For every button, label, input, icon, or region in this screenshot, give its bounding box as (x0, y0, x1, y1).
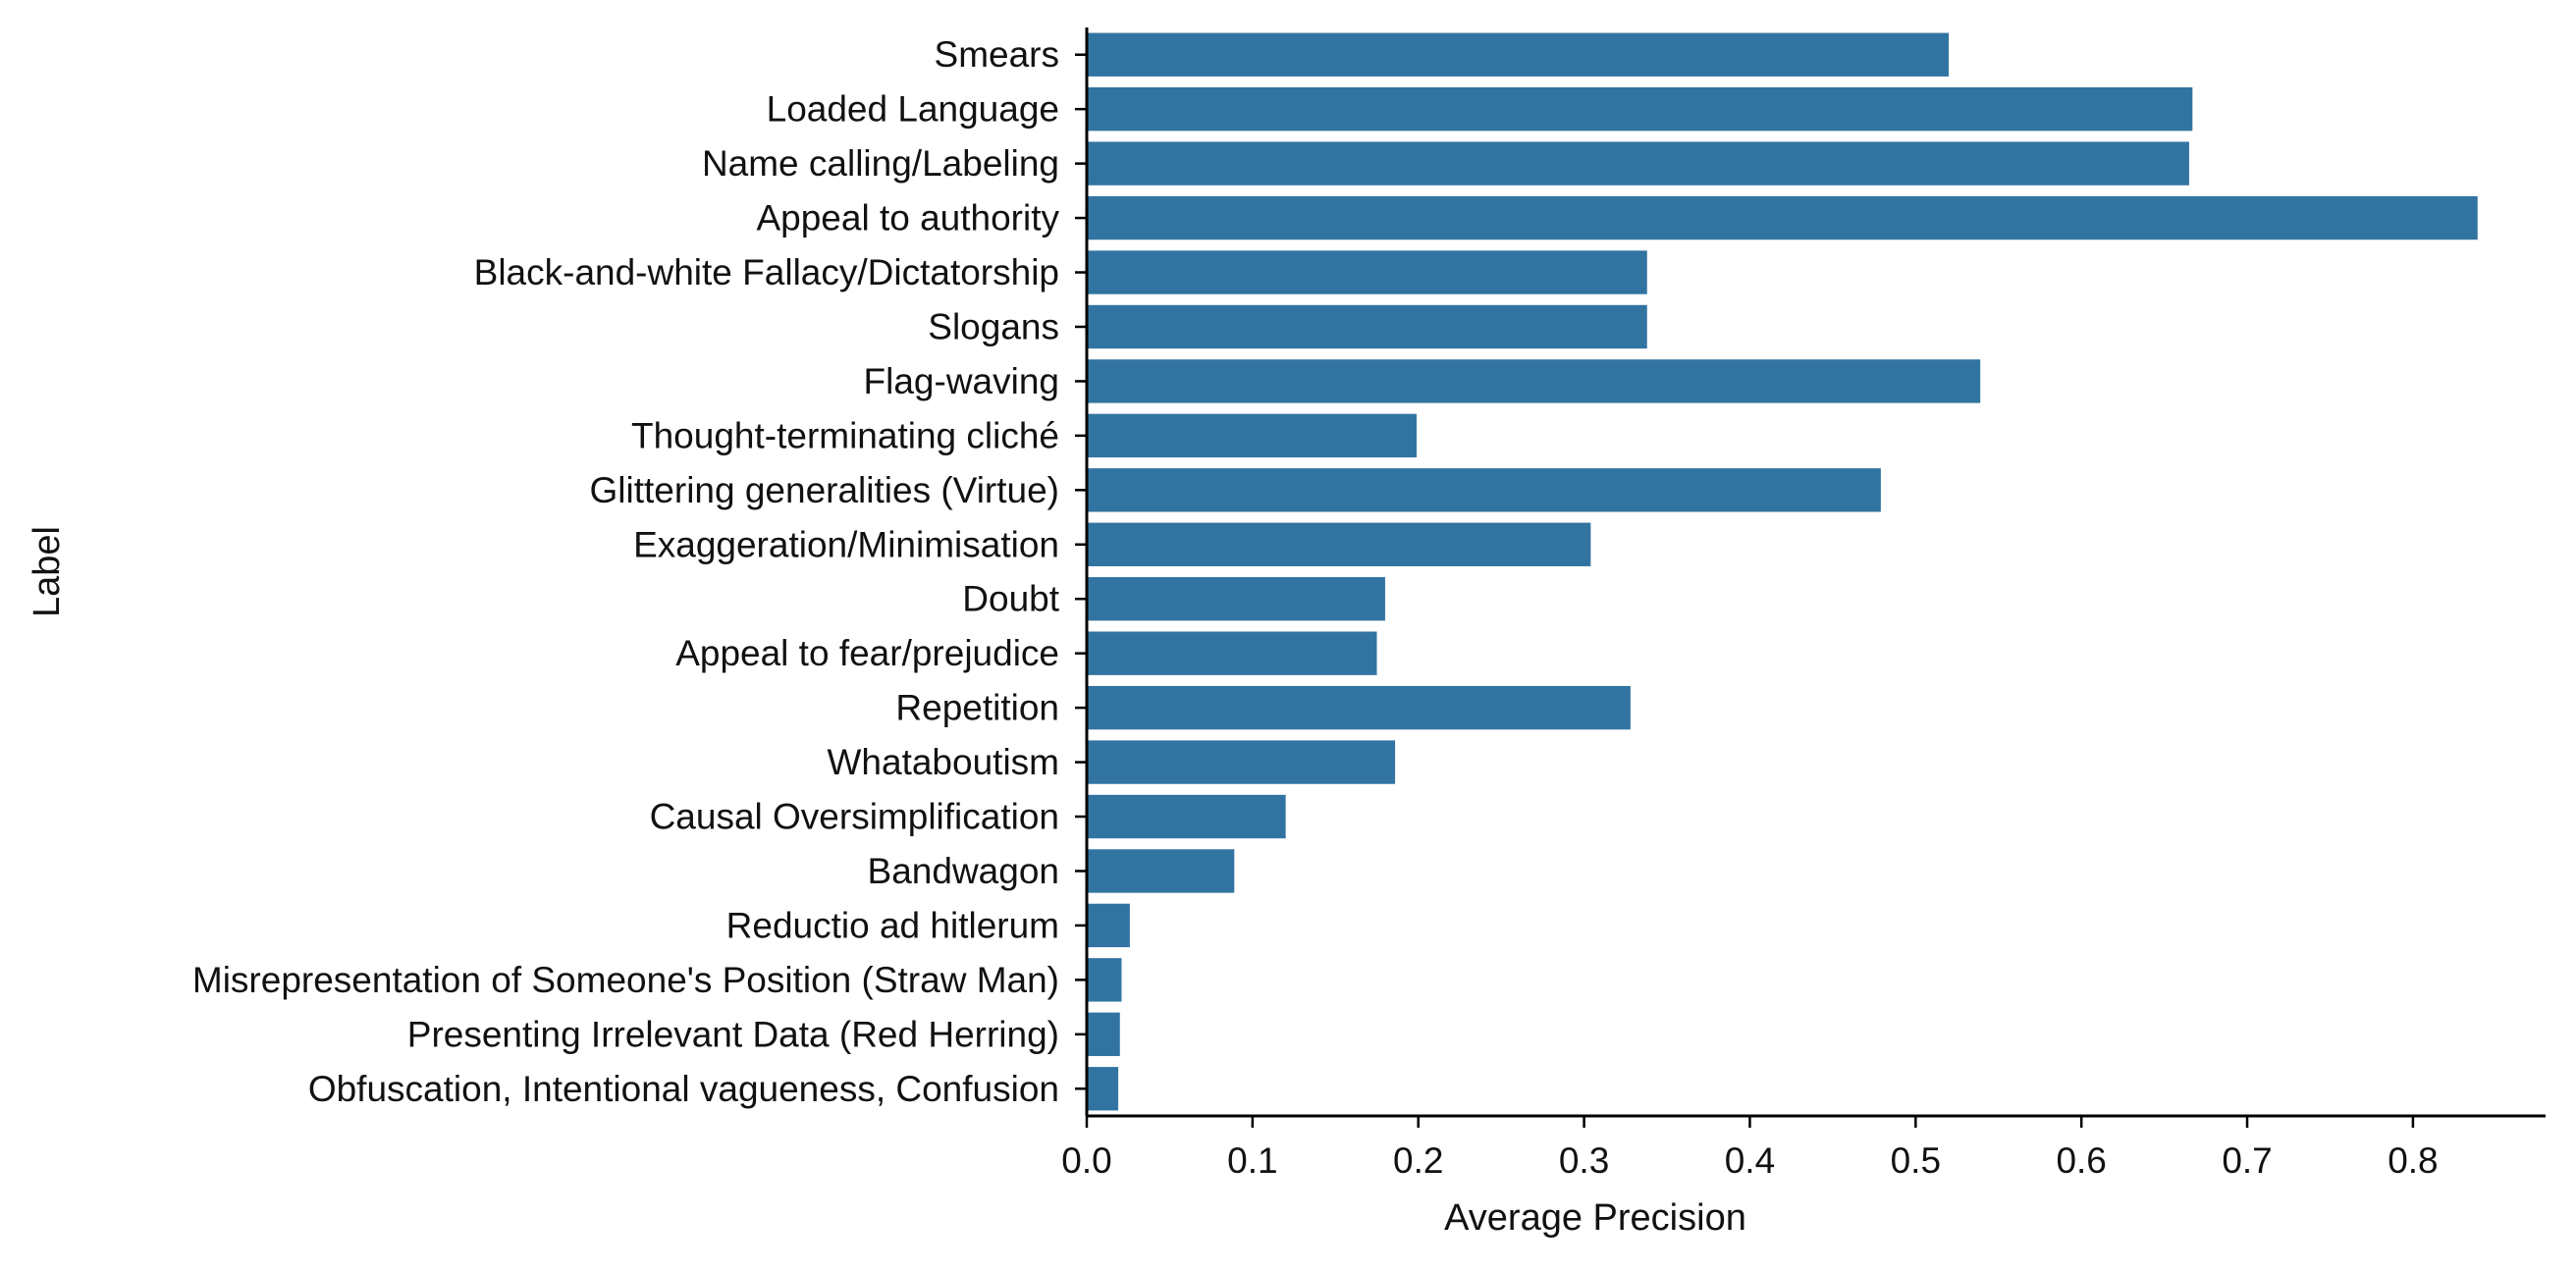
bar-bandwagon (1087, 849, 1235, 893)
x-axis-ticks: 0.0 0.1 0.2 0.3 0.4 0.5 0.6 0.7 0.8 (1061, 1116, 2439, 1181)
y-tick-label: Smears (935, 34, 1059, 75)
bar-appeal-to-authority (1087, 195, 2478, 240)
y-axis-ticks: Smears Loaded Language Name calling/Labeli… (192, 34, 1087, 1109)
x-tick-label: 0.4 (1725, 1140, 1775, 1181)
bar-repetition (1087, 685, 1631, 730)
bar-black-and-white-fallacy-dictatorship (1087, 250, 1647, 294)
y-tick-label: Loaded Language (767, 89, 1059, 130)
x-tick-label: 0.2 (1393, 1140, 1443, 1181)
y-tick-label: Doubt (962, 579, 1059, 619)
x-axis-title: Average Precision (1444, 1197, 1746, 1239)
bar-exaggeration-minimisation (1087, 522, 1591, 566)
y-tick-label: Black-and-white Fallacy/Dictatorship (474, 252, 1059, 292)
y-axis-title: Label (27, 526, 68, 617)
y-tick-label: Name calling/Labeling (702, 143, 1059, 184)
bar-name-calling-labeling (1087, 141, 2189, 185)
y-tick-label: Repetition (895, 688, 1059, 728)
bar-doubt (1087, 577, 1385, 621)
y-tick-label: Whataboutism (828, 742, 1060, 782)
bar-slogans (1087, 304, 1647, 349)
y-tick-label: Misrepresentation of Someone's Position … (192, 960, 1059, 1000)
x-tick-label: 0.6 (2056, 1140, 2106, 1181)
y-tick-label: Appeal to fear/prejudice (675, 633, 1059, 673)
y-tick-label: Bandwagon (868, 851, 1059, 891)
x-tick-label: 0.8 (2388, 1140, 2438, 1181)
y-tick-label: Appeal to authority (756, 198, 1059, 238)
x-tick-label: 0.7 (2222, 1140, 2272, 1181)
y-tick-label: Reductio ad hitlerum (726, 905, 1059, 945)
x-tick-label: 0.1 (1227, 1140, 1277, 1181)
bar-obfuscation-intentional-vagueness-confusion (1087, 1067, 1119, 1111)
y-tick-label: Obfuscation, Intentional vagueness, Conf… (308, 1069, 1059, 1109)
bar-presenting-irrelevant-data-red-herring (1087, 1012, 1120, 1057)
bar-thought-terminating-clich (1087, 413, 1418, 458)
bar-reductio-ad-hitlerum (1087, 903, 1130, 948)
bar-misrepresentation-of-someone-s-position-straw-man (1087, 958, 1122, 1002)
bar-glittering-generalities-virtue (1087, 468, 1881, 512)
y-tick-label: Flag-waving (864, 361, 1059, 401)
x-tick-label: 0.3 (1559, 1140, 1609, 1181)
bar-flag-waving (1087, 359, 1981, 403)
bar-loaded-language (1087, 86, 2193, 132)
x-tick-label: 0.5 (1891, 1140, 1941, 1181)
y-tick-label: Slogans (928, 306, 1059, 346)
bar-causal-oversimplification (1087, 794, 1286, 839)
y-tick-label: Thought-terminating cliché (631, 415, 1059, 455)
bar-smears (1087, 32, 1950, 77)
bar-whataboutism (1087, 740, 1396, 784)
x-tick-label: 0.0 (1061, 1140, 1111, 1181)
bars (1087, 32, 2478, 1111)
bar-appeal-to-fear-prejudice (1087, 631, 1377, 675)
y-tick-label: Glittering generalities (Virtue) (590, 470, 1059, 510)
y-tick-label: Exaggeration/Minimisation (633, 524, 1059, 564)
y-tick-label: Presenting Irrelevant Data (Red Herring) (407, 1014, 1059, 1054)
y-tick-label: Causal Oversimplification (650, 797, 1059, 837)
